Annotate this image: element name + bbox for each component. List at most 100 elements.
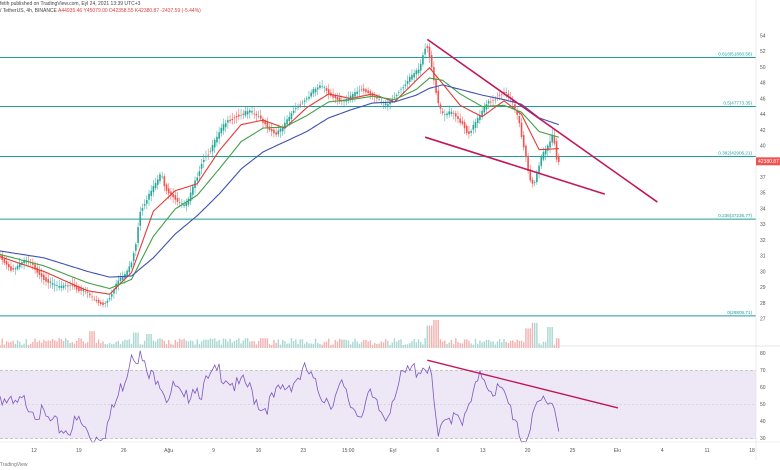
volume-bar xyxy=(108,342,111,348)
volume-bar xyxy=(71,342,74,348)
candle-body xyxy=(301,102,304,104)
rsi-tick-label: 80 xyxy=(760,351,766,357)
candle-body xyxy=(305,98,308,100)
candle-body xyxy=(150,190,152,196)
volume-bar xyxy=(428,325,431,348)
candle-body xyxy=(441,111,444,114)
volume-bar xyxy=(395,341,398,348)
candle-body xyxy=(376,97,378,99)
candle-body xyxy=(459,118,461,123)
candle-body xyxy=(12,268,14,270)
candle-body xyxy=(231,118,234,121)
volume-bar xyxy=(54,340,56,348)
volume-bar xyxy=(518,340,521,348)
volume-bar xyxy=(525,328,527,348)
volume-bar xyxy=(174,339,177,348)
candle-body xyxy=(284,122,286,129)
candle-body xyxy=(104,303,106,304)
candle-body xyxy=(378,99,380,100)
volume-bar xyxy=(102,341,104,348)
candle-body xyxy=(437,90,440,104)
candle-body xyxy=(404,84,407,86)
volume-bar xyxy=(455,338,457,348)
price-tick-label: 54 xyxy=(760,34,766,40)
candle-body xyxy=(446,113,448,116)
volume-bar xyxy=(468,340,470,348)
candle-body xyxy=(352,94,354,98)
volume-bar xyxy=(450,339,453,348)
volume-bar xyxy=(16,340,19,348)
candle-body xyxy=(538,165,540,174)
candle-body xyxy=(465,125,468,133)
candle-body xyxy=(319,85,321,88)
candle-body xyxy=(476,118,479,124)
volume-bar xyxy=(382,342,385,348)
candle-body xyxy=(428,46,431,58)
price-tick-label: 48 xyxy=(760,81,766,87)
candle-body xyxy=(189,192,192,202)
time-tick-label: 6 xyxy=(436,448,439,454)
candle-body xyxy=(233,117,236,119)
volume-bar xyxy=(233,340,236,348)
volume-bar xyxy=(40,342,43,348)
candle-body xyxy=(430,55,433,68)
candle-body xyxy=(338,97,341,102)
volume-bar xyxy=(389,344,391,348)
volume-bar xyxy=(360,341,363,348)
symbol-label: / TetherUS, 4h, BINANCE xyxy=(0,8,57,14)
candle-body xyxy=(286,119,288,125)
volume-bar xyxy=(271,344,273,348)
volume-bar xyxy=(459,343,461,348)
candle-body xyxy=(97,299,100,303)
time-tick-label: 12 xyxy=(31,448,37,454)
volume-bar xyxy=(65,338,67,348)
volume-bar xyxy=(95,342,98,348)
volume-bar xyxy=(336,341,339,348)
volume-bar xyxy=(168,340,170,348)
candle-body xyxy=(95,299,98,302)
volume-bar xyxy=(21,344,23,348)
candle-body xyxy=(235,116,238,118)
candle-body xyxy=(56,285,58,286)
candle-body xyxy=(154,183,157,189)
candle-body xyxy=(334,95,337,99)
time-tick-label: 9 xyxy=(212,448,215,454)
publish-info: fetih published on TradingView.com, Eyl … xyxy=(0,1,141,7)
volume-bar xyxy=(398,340,400,348)
volume-bar xyxy=(430,325,433,348)
volume-bar xyxy=(69,343,71,348)
volume-bar xyxy=(281,339,284,348)
time-tick-label: 4 xyxy=(661,448,664,454)
candle-body xyxy=(117,280,120,285)
candle-body xyxy=(192,186,194,195)
volume-bar xyxy=(496,341,499,348)
time-tick-label: 19 xyxy=(76,448,82,454)
volume-bar xyxy=(347,340,350,348)
candle-body xyxy=(555,141,558,160)
candle-body xyxy=(198,171,201,176)
volume-bar xyxy=(246,338,249,348)
time-tick-label: 15:00 xyxy=(342,448,355,454)
volume-bar xyxy=(38,340,41,348)
time-tick-label: 16 xyxy=(256,448,262,454)
candle-body xyxy=(553,135,556,144)
rsi-pane xyxy=(0,350,756,443)
candle-body xyxy=(501,94,503,95)
volume-bar xyxy=(260,338,262,348)
candle-body xyxy=(490,101,492,103)
volume-bar xyxy=(216,341,218,348)
volume-bar xyxy=(152,340,155,348)
candle-body xyxy=(102,302,104,306)
candle-body xyxy=(45,277,47,282)
candle-body xyxy=(60,285,63,288)
volume-bar xyxy=(531,322,534,348)
candle-body xyxy=(536,173,538,183)
candle-body xyxy=(227,120,229,123)
candle-body xyxy=(71,283,74,286)
candle-body xyxy=(36,267,39,273)
volume-bar xyxy=(533,322,536,348)
volume-bar xyxy=(356,341,358,348)
volume-bar xyxy=(505,341,507,348)
candle-body xyxy=(411,74,413,80)
